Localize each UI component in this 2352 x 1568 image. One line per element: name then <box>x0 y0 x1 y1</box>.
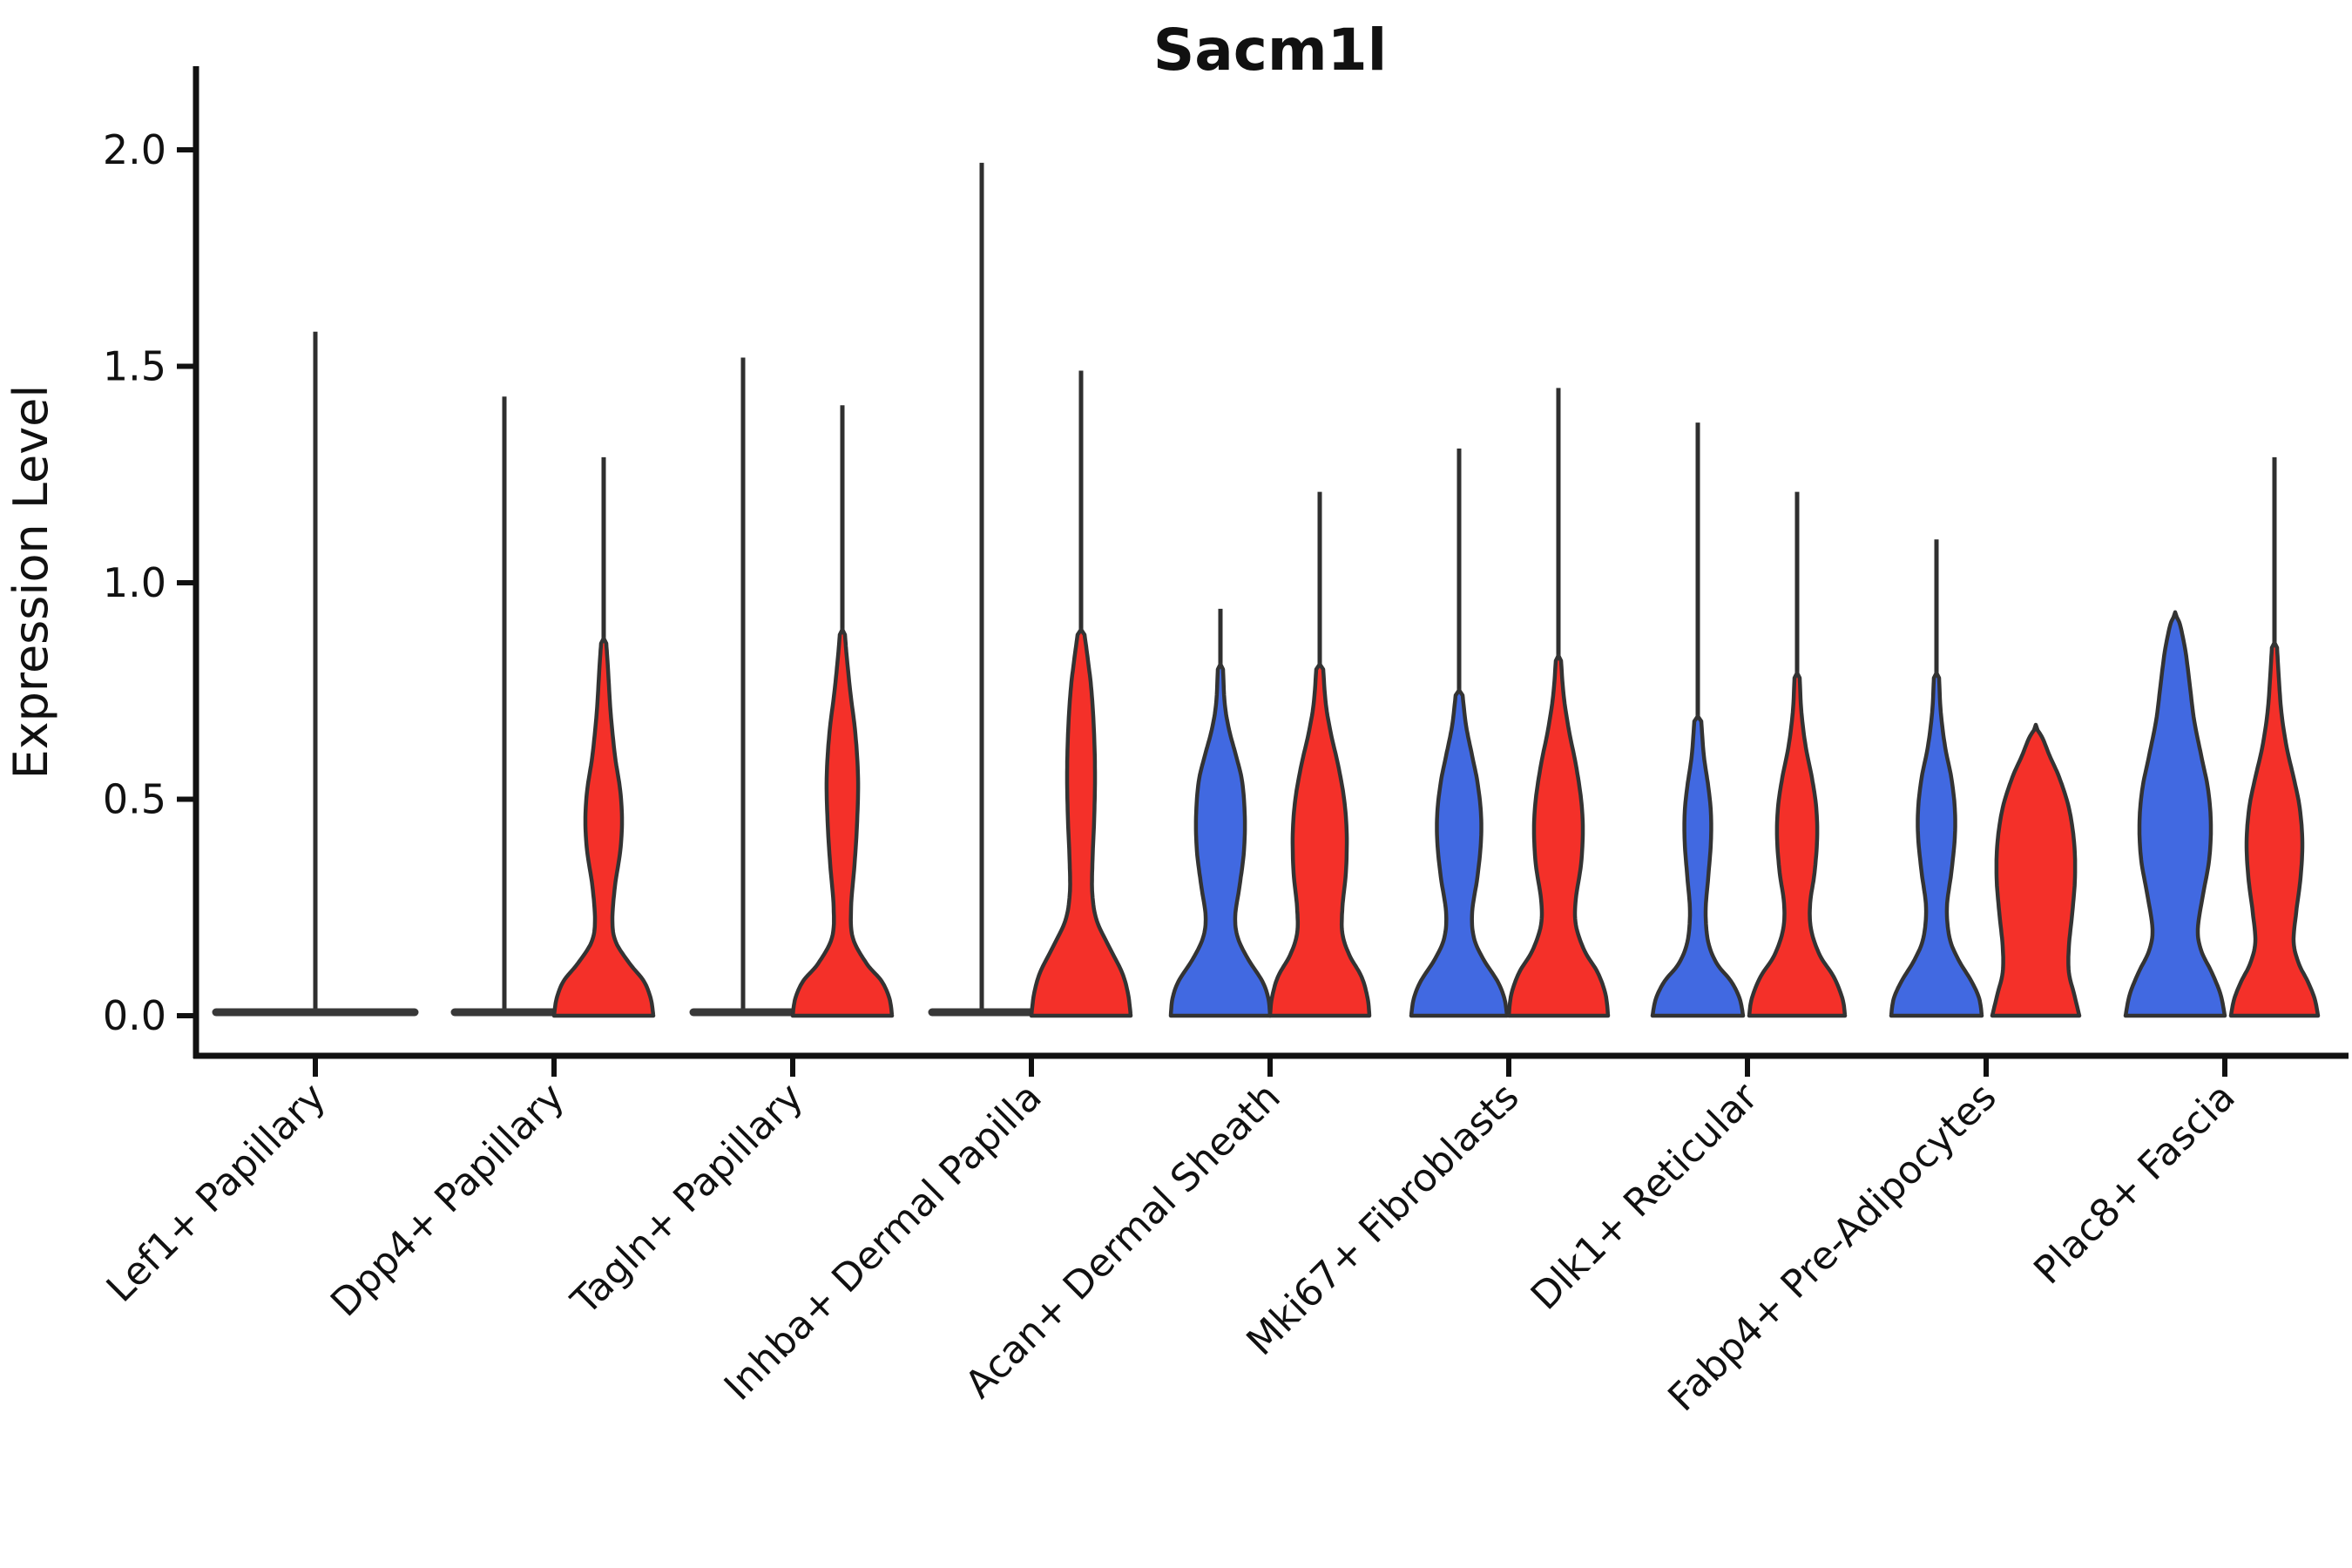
x-tick-label: Mki67+ Fibroblasts <box>1238 1075 1527 1364</box>
y-tick-label: 2.0 <box>103 126 166 173</box>
violin-red <box>790 627 895 1018</box>
violin-blue <box>1889 671 1984 1018</box>
x-tick-label: Lef1+ Papillary <box>98 1075 335 1311</box>
violin-red <box>1267 662 1372 1018</box>
violin-red <box>1029 627 1133 1018</box>
y-tick-label: 0.0 <box>103 992 166 1039</box>
violin-red <box>1506 653 1611 1018</box>
x-tick-label: Plac8+ Fascia <box>2025 1075 2244 1294</box>
x-tick-label: Dlk1+ Reticular <box>1523 1074 1767 1319</box>
x-tick-label: Tagln+ Papillary <box>563 1075 812 1324</box>
violin-series <box>212 162 2321 1018</box>
violin-blue <box>1168 662 1273 1018</box>
y-axis-ticks: 0.0 0.5 1.0 1.5 2.0 <box>103 126 196 1039</box>
y-tick-label: 1.5 <box>103 343 166 390</box>
y-tick-label: 1.0 <box>103 559 166 606</box>
x-tick-label: Dpp4+ Papillary <box>322 1075 573 1326</box>
violin-red <box>551 636 656 1018</box>
y-axis-label: Expression Level <box>3 385 58 780</box>
violin-red <box>1990 722 2082 1018</box>
violin-red <box>2228 640 2321 1018</box>
y-tick-label: 0.5 <box>103 776 166 823</box>
violin-blue <box>1409 688 1510 1018</box>
violin-blue <box>2123 610 2227 1018</box>
violin-blue <box>1650 713 1746 1018</box>
chart-title: Sacm1l <box>1153 17 1388 84</box>
violin-red <box>1747 671 1848 1018</box>
